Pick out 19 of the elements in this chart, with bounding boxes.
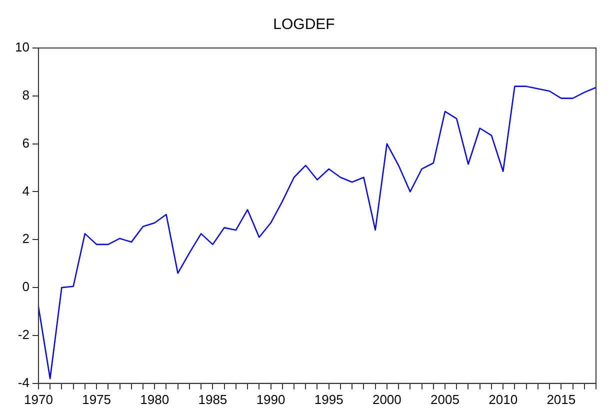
y-tick-label: 6 (22, 135, 30, 150)
x-tick-label: 2000 (372, 392, 402, 407)
x-tick-label: 2010 (488, 392, 518, 407)
y-tick-label: 2 (22, 231, 30, 246)
y-tick-label: -4 (18, 374, 30, 390)
y-tick-label: 8 (22, 87, 30, 102)
y-tick-label: -2 (18, 327, 30, 342)
x-tick-label: 1995 (314, 392, 344, 407)
x-tick-label: 1980 (140, 392, 170, 407)
x-tick-label: 1985 (198, 392, 228, 407)
y-tick-label: 10 (14, 40, 30, 55)
x-tick-label: 1975 (82, 392, 111, 407)
x-tick-label: 2005 (430, 392, 460, 407)
chart-title: LOGDEF (273, 16, 335, 34)
y-tick-label: 4 (22, 183, 30, 198)
x-tick-label: 1990 (256, 392, 286, 407)
y-tick-label: 0 (22, 279, 30, 294)
x-tick-label: 1970 (24, 392, 53, 407)
x-tick-label: 2015 (546, 392, 576, 407)
